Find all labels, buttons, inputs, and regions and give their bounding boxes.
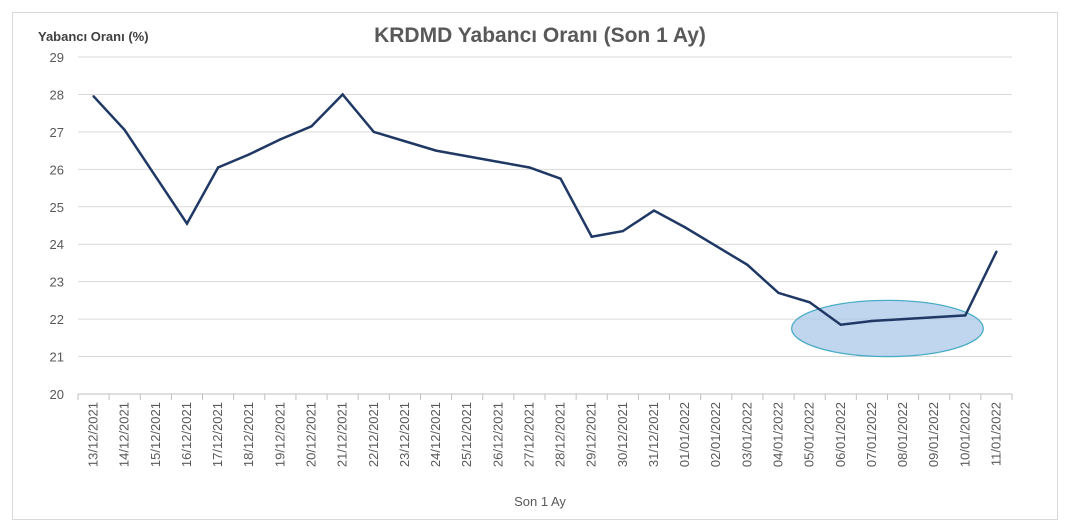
series-line (92, 92, 998, 327)
data-point (92, 95, 95, 98)
x-tick-label: 26/12/2021 (490, 402, 505, 467)
x-tick-label: 02/01/2022 (708, 402, 723, 467)
data-point (403, 140, 407, 143)
data-point (559, 177, 562, 180)
data-point (932, 316, 936, 319)
x-tick-label: 21/12/2021 (335, 402, 350, 467)
x-tick-label: 20/12/2021 (304, 402, 319, 467)
data-point (964, 314, 967, 317)
data-point (497, 160, 500, 164)
x-tick-label: 25/12/2021 (459, 402, 474, 467)
x-tick-label: 19/12/2021 (272, 402, 287, 467)
x-tick-label: 27/12/2021 (521, 402, 536, 467)
data-point (777, 291, 780, 295)
chart-frame (12, 12, 1058, 520)
data-point (683, 226, 687, 229)
data-point (901, 317, 905, 321)
x-tick-label: 23/12/2021 (397, 402, 412, 467)
y-tick-label: 25 (50, 200, 64, 215)
x-tick-label: 07/01/2022 (864, 402, 879, 467)
data-point (185, 222, 189, 225)
x-tick-label: 16/12/2021 (179, 402, 194, 467)
data-point (839, 323, 842, 326)
data-point (870, 319, 874, 323)
y-tick-label: 29 (50, 50, 64, 65)
data-point (746, 263, 749, 267)
data-point (279, 138, 282, 141)
y-axis-label: Yabancı Oranı (%) (38, 29, 149, 44)
x-tick-label: 31/12/2021 (646, 402, 661, 467)
data-point (434, 149, 438, 152)
data-point (528, 166, 531, 169)
data-point (310, 125, 313, 128)
data-point (808, 301, 811, 304)
data-point (995, 250, 998, 253)
y-tick-label: 21 (50, 350, 64, 365)
x-tick-label: 13/12/2021 (86, 402, 101, 467)
x-tick-label: 22/12/2021 (366, 402, 381, 467)
data-point (216, 166, 220, 169)
data-point (715, 244, 718, 248)
x-tick-label: 06/01/2022 (833, 402, 848, 467)
y-tick-label: 24 (50, 237, 64, 252)
x-tick-label: 04/01/2022 (771, 402, 786, 467)
x-tick-label: 15/12/2021 (148, 402, 163, 467)
x-tick-label: 08/01/2022 (895, 402, 910, 467)
y-tick-label: 26 (50, 162, 64, 177)
data-point (154, 175, 158, 179)
x-tick-label: 10/01/2022 (957, 402, 972, 467)
x-tick-label: 05/01/2022 (802, 402, 817, 467)
data-point (652, 209, 656, 212)
x-tick-label: 17/12/2021 (210, 402, 225, 467)
x-tick-label: 18/12/2021 (241, 402, 256, 467)
x-tick-label: 03/01/2022 (739, 402, 754, 467)
chart-title: KRDMD Yabancı Oranı (Son 1 Ay) (374, 24, 706, 47)
data-point (590, 235, 593, 238)
y-tick-label: 23 (50, 275, 64, 290)
x-tick-label: 01/01/2022 (677, 402, 692, 467)
x-axis-label: Son 1 Ay (514, 494, 566, 509)
highlight-ellipse (790, 299, 984, 358)
data-point (248, 153, 251, 156)
y-tick-label: 22 (50, 312, 64, 327)
x-tick-label: 14/12/2021 (117, 402, 132, 467)
data-point (621, 229, 625, 233)
data-point (372, 130, 375, 134)
data-point (123, 128, 126, 132)
x-tick-label: 24/12/2021 (428, 402, 443, 467)
y-tick-label: 27 (50, 125, 64, 140)
y-tick-label: 28 (50, 87, 64, 102)
x-tick-label: 09/01/2022 (926, 402, 941, 467)
y-tick-label: 20 (50, 387, 64, 402)
data-point (465, 155, 469, 158)
x-tick-label: 29/12/2021 (584, 402, 599, 467)
x-tick-label: 30/12/2021 (615, 402, 630, 467)
data-point (341, 93, 344, 96)
x-tick-label: 11/01/2022 (988, 402, 1003, 466)
x-tick-label: 28/12/2021 (553, 402, 568, 467)
